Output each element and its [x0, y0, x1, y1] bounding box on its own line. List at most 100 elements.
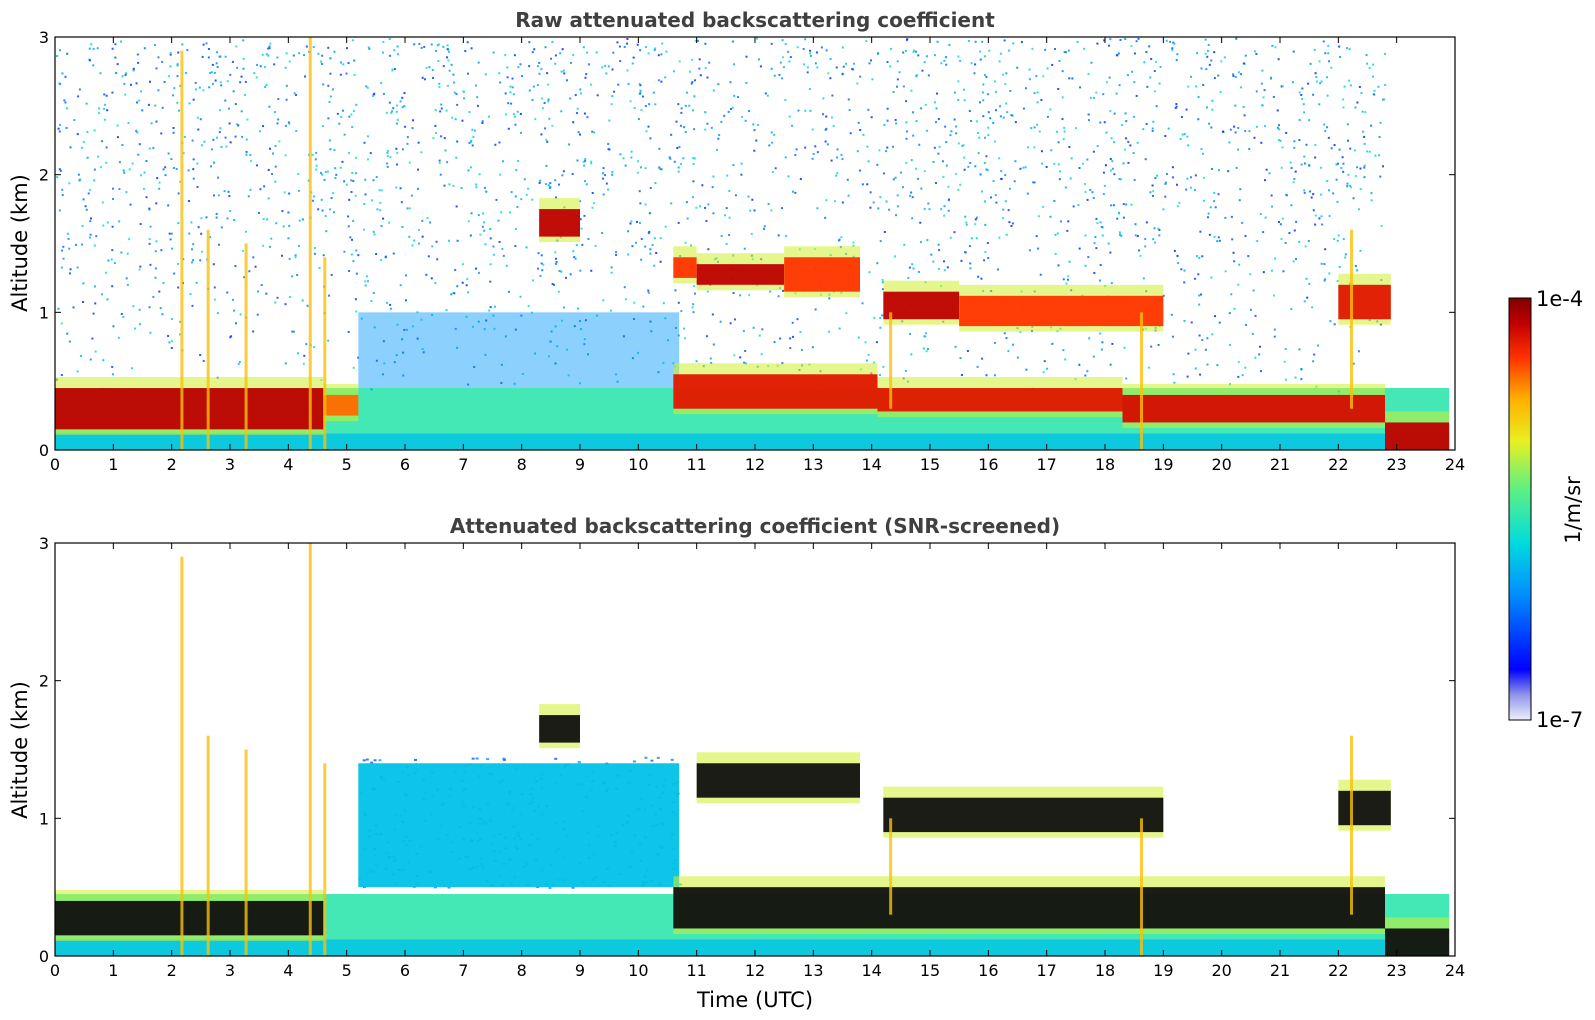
noise-pixel: [534, 118, 537, 121]
noise-pixel: [896, 78, 899, 81]
noise-pixel: [653, 237, 656, 240]
noise-pixel: [412, 119, 415, 122]
noise-pixel: [1349, 186, 1352, 189]
noise-pixel: [148, 147, 151, 150]
noise-pixel: [489, 280, 492, 283]
noise-pixel: [257, 211, 260, 214]
noise-pixel: [498, 141, 501, 144]
noise-pixel: [1322, 40, 1325, 43]
noise-pixel: [1354, 265, 1357, 268]
noise-pixel: [910, 191, 913, 194]
residual-pixel: [502, 757, 506, 760]
noise-pixel: [540, 254, 543, 257]
noise-pixel: [406, 142, 409, 145]
noise-pixel: [85, 208, 88, 211]
noise-pixel: [373, 326, 376, 329]
noise-pixel: [591, 130, 594, 133]
noise-pixel: [789, 56, 792, 59]
noise-pixel: [364, 284, 367, 287]
noise-pixel: [298, 52, 301, 55]
x-axis: 0 1 2 3 4 5 6 7 8 9 10 11 12 13 14 15 16 17 18 19 20 21 22 23 24: [50, 37, 1465, 474]
noise-pixel: [470, 139, 473, 142]
noise-pixel: [1176, 254, 1179, 257]
noise-pixel: [267, 197, 270, 200]
noise-pixel: [1228, 312, 1231, 315]
noise-pixel: [691, 196, 694, 199]
noise-pixel: [1276, 109, 1279, 112]
noise-pixel: [122, 169, 125, 172]
noise-pixel: [233, 309, 236, 312]
noise-pixel: [866, 183, 869, 186]
noise-pixel: [390, 111, 393, 114]
noise-pixel: [60, 266, 63, 269]
noise-pixel: [549, 186, 552, 189]
noise-pixel: [1095, 91, 1098, 94]
noise-pixel: [1202, 199, 1205, 202]
noise-pixel: [1132, 115, 1135, 118]
noise-pixel: [1006, 111, 1009, 114]
noise-pixel: [128, 168, 131, 171]
noise-pixel: [454, 269, 457, 272]
noise-pixel: [988, 49, 991, 52]
noise-pixel: [1213, 51, 1216, 54]
noise-pixel: [370, 199, 373, 202]
noise-pixel: [248, 270, 251, 273]
noise-pixel: [1255, 90, 1258, 93]
noise-pixel: [334, 167, 337, 170]
noise-pixel: [226, 217, 229, 220]
noise-pixel: [1372, 63, 1375, 66]
noise-pixel: [386, 301, 389, 304]
noise-pixel: [473, 365, 476, 368]
noise-pixel: [544, 183, 547, 186]
noise-pixel: [692, 303, 695, 306]
noise-pixel: [644, 203, 647, 206]
noise-pixel: [216, 51, 219, 54]
noise-pixel: [1064, 51, 1067, 54]
noise-pixel: [425, 273, 428, 276]
noise-pixel: [1172, 41, 1175, 44]
noise-pixel: [466, 72, 469, 75]
noise-pixel: [630, 156, 633, 159]
noise-pixel: [1197, 95, 1200, 98]
noise-pixel: [985, 155, 988, 158]
noise-pixel: [1002, 73, 1005, 76]
noise-pixel: [1223, 56, 1226, 59]
noise-pixel: [148, 207, 151, 210]
noise-pixel: [664, 76, 667, 79]
noise-pixel: [896, 60, 899, 63]
noise-pixel: [211, 148, 214, 151]
noise-pixel: [1314, 156, 1317, 159]
noise-pixel: [963, 99, 966, 102]
noise-pixel: [446, 44, 449, 47]
noise-pixel: [152, 146, 155, 149]
noise-pixel: [1358, 208, 1361, 211]
noise-pixel: [745, 55, 748, 58]
noise-pixel: [1063, 51, 1066, 54]
noise-pixel: [560, 270, 563, 273]
colorbar-unit-label: 1/m/sr: [1561, 476, 1585, 544]
noise-pixel: [139, 223, 142, 226]
noise-pixel: [986, 242, 989, 245]
noise-pixel: [471, 128, 474, 131]
noise-pixel: [1199, 230, 1202, 233]
noise-pixel: [399, 100, 402, 103]
noise-pixel: [395, 110, 398, 113]
noise-pixel: [914, 50, 917, 53]
noise-pixel: [1190, 186, 1193, 189]
noise-pixel: [809, 109, 812, 112]
noise-pixel: [1255, 125, 1258, 128]
noise-pixel: [396, 118, 399, 121]
noise-pixel: [1150, 57, 1153, 60]
noise-pixel: [1109, 363, 1112, 366]
x-tick-label: 13: [803, 961, 823, 980]
colorbar: 1e-4 1e-7 1/m/sr: [1508, 287, 1585, 732]
noise-pixel: [136, 101, 139, 104]
noise-pixel: [1368, 67, 1371, 70]
noise-pixel: [1154, 177, 1157, 180]
noise-pixel: [1359, 167, 1362, 170]
noise-pixel: [1051, 342, 1054, 345]
x-tick-label: 0: [50, 961, 60, 980]
noise-pixel: [924, 103, 927, 106]
noise-pixel: [421, 348, 424, 351]
noise-pixel: [388, 101, 391, 104]
